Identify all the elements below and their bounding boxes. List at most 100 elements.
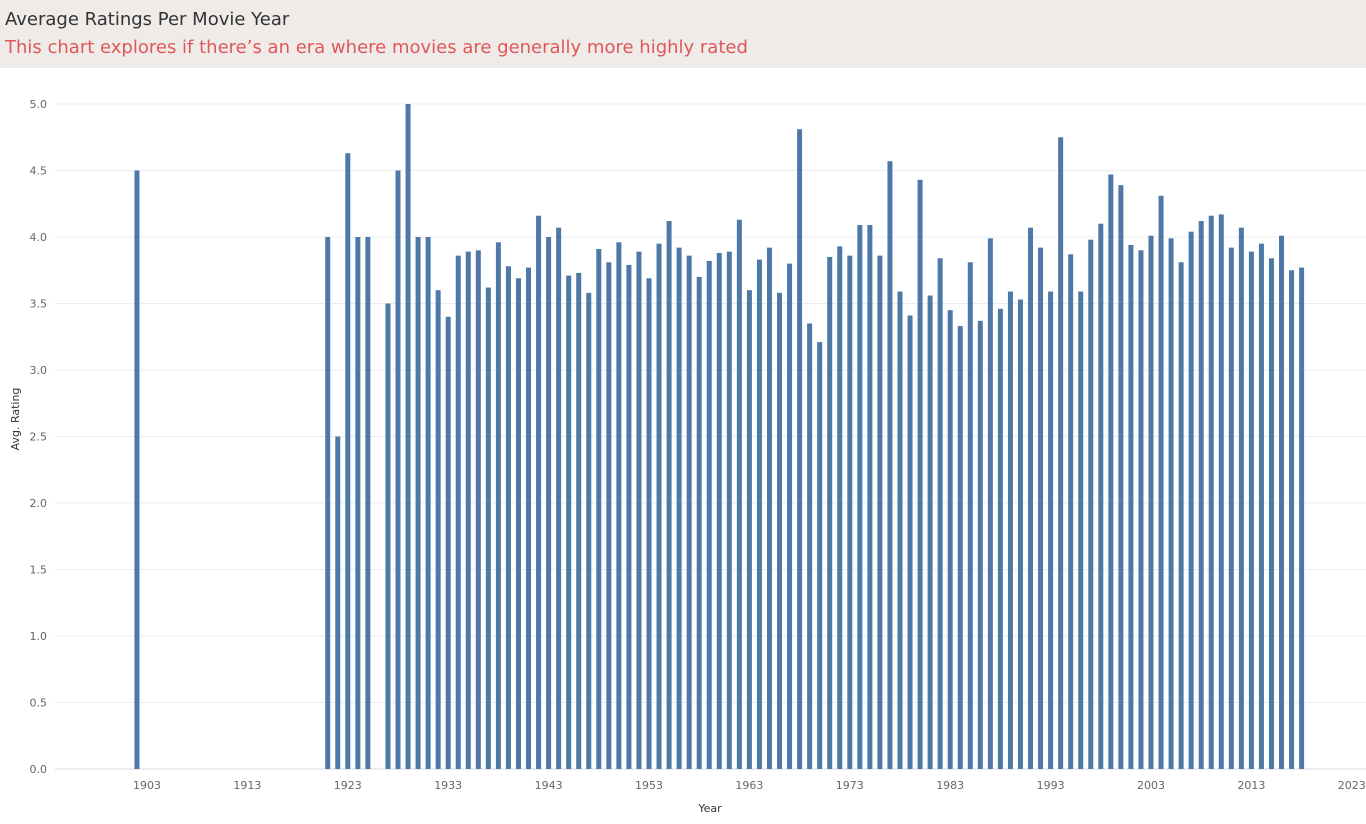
x-tick-label: 1973 [836, 779, 864, 792]
bar [887, 161, 893, 769]
bar [877, 255, 883, 769]
bar [365, 237, 371, 769]
bar [596, 248, 602, 770]
y-axis-title: Avg. Rating [9, 388, 22, 451]
y-tick-label: 0.0 [30, 763, 48, 776]
bar [395, 170, 401, 769]
bar [325, 237, 331, 769]
y-tick-label: 3.5 [30, 298, 48, 311]
y-tick-label: 0.5 [30, 697, 48, 710]
y-tick-label: 4.0 [30, 231, 48, 244]
bar [1017, 299, 1023, 769]
bar [546, 237, 552, 769]
bar [636, 251, 642, 769]
bar [415, 237, 421, 769]
bar [656, 243, 662, 769]
chart-header: Average Ratings Per Movie Year This char… [0, 0, 1366, 68]
bar [355, 237, 361, 769]
x-tick-label: 2023 [1338, 779, 1366, 792]
bar [1258, 243, 1264, 769]
x-tick-label: 1983 [936, 779, 964, 792]
bar [1007, 291, 1013, 769]
bar [1148, 235, 1154, 770]
bar [335, 436, 341, 769]
bar [686, 255, 692, 769]
y-tick-label: 3.0 [30, 364, 48, 377]
bar [485, 287, 491, 769]
bar [726, 251, 732, 769]
bar [405, 104, 411, 769]
bar [917, 179, 923, 769]
bar [626, 264, 632, 769]
bar [847, 255, 853, 769]
bar [465, 251, 471, 769]
bar [777, 292, 783, 769]
bar [455, 255, 461, 769]
bar [616, 242, 622, 769]
bar [1289, 270, 1295, 769]
bar [1248, 251, 1254, 769]
bar [606, 262, 612, 769]
bar [666, 221, 672, 770]
bar [495, 242, 501, 769]
y-tick-label: 4.5 [30, 165, 48, 178]
bar [566, 275, 572, 769]
bar [586, 292, 592, 769]
bar [1098, 223, 1104, 769]
x-tick-label: 1993 [1037, 779, 1065, 792]
x-tick-label: 1943 [535, 779, 563, 792]
bar [987, 238, 993, 769]
bar [1078, 291, 1084, 769]
y-tick-label: 5.0 [30, 98, 48, 111]
bar [807, 323, 813, 769]
x-tick-label: 1933 [434, 779, 462, 792]
y-tick-label: 1.0 [30, 630, 48, 643]
bar [526, 267, 532, 769]
bar [1268, 258, 1274, 769]
bar [425, 237, 431, 769]
bar [1068, 254, 1074, 770]
bar [576, 272, 582, 769]
bar [1028, 227, 1034, 769]
bar [1118, 185, 1124, 769]
bar [746, 290, 752, 769]
bar [977, 320, 983, 769]
bar [1279, 235, 1285, 770]
y-tick-label: 1.5 [30, 564, 48, 577]
bar [897, 291, 903, 769]
bar [435, 290, 441, 769]
bar [957, 326, 963, 769]
bar [385, 303, 391, 769]
bar [1128, 244, 1134, 770]
bar [857, 225, 863, 769]
x-tick-label: 1953 [635, 779, 663, 792]
bar [837, 246, 843, 769]
bar [1238, 227, 1244, 769]
bar [817, 342, 823, 769]
chart-title: Average Ratings Per Movie Year [5, 9, 290, 30]
bar [736, 219, 742, 769]
bar [1178, 262, 1184, 769]
bar [1108, 174, 1114, 769]
bar-chart: 0.0 0.5 1.0 1.5 2.0 2.5 3.0 3.5 4.0 4.5 5.0 1903 191… [9, 98, 1366, 815]
bar [716, 252, 722, 769]
bar [827, 256, 833, 769]
bar [696, 276, 702, 769]
bar [1058, 137, 1064, 769]
bar [1088, 239, 1094, 769]
bar [1218, 214, 1224, 769]
x-axis-title: Year [697, 802, 722, 815]
bar [505, 266, 511, 769]
bar [947, 310, 953, 769]
bar [787, 263, 793, 769]
bar [1198, 221, 1204, 770]
bar [1168, 238, 1174, 769]
bar [445, 316, 451, 769]
bar [556, 227, 562, 769]
bar [1208, 215, 1214, 770]
y-tick-label: 2.5 [30, 431, 48, 444]
bar [1158, 195, 1164, 769]
bar [797, 129, 803, 769]
bar [907, 315, 913, 769]
bar [536, 215, 542, 770]
